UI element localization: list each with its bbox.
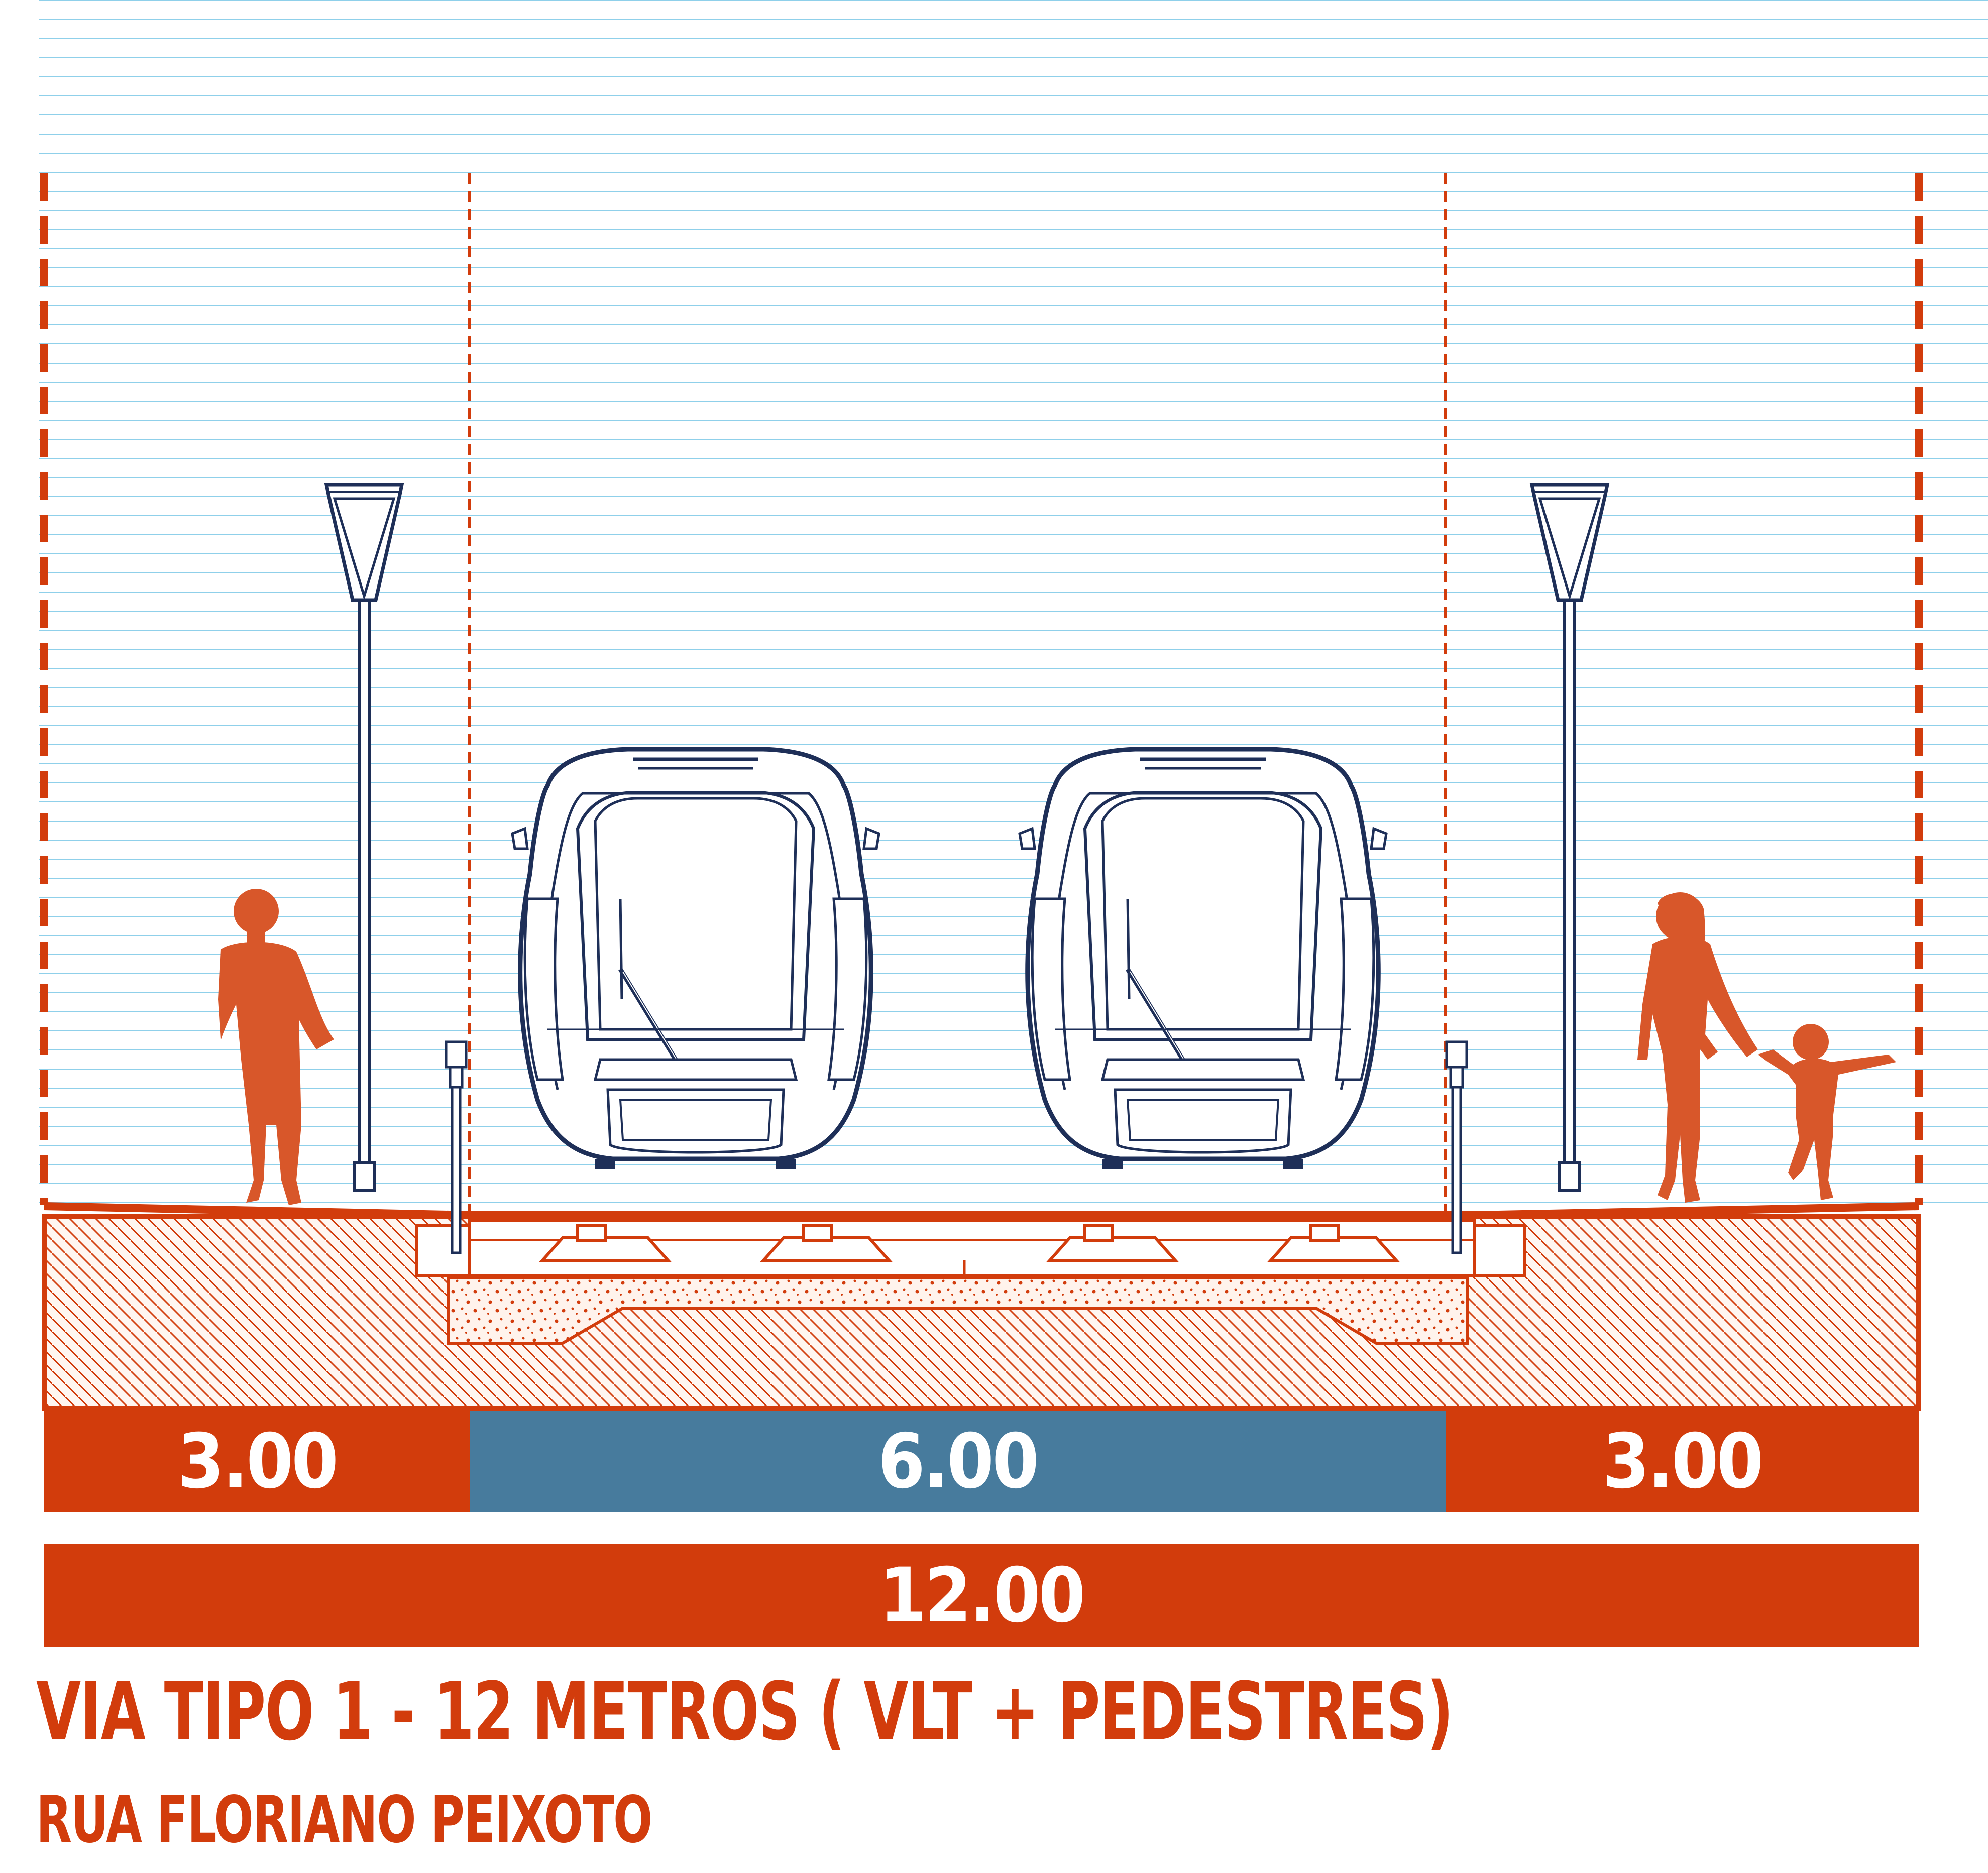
section-title: VIA TIPO 1 - 12 METROS ( VLT + PEDESTRES…: [36, 1665, 1454, 1759]
pedestrian-woman: [1637, 892, 1758, 1203]
rail-fasteners: [539, 1224, 1400, 1262]
division-lines: [40, 173, 1923, 1215]
soil-right: [1467, 1216, 1919, 1408]
vlt-tram-right: [1020, 749, 1386, 1169]
dimension-total-width: 12.00: [44, 1544, 1919, 1647]
dimension-right-sidewalk-label: 3.00: [1602, 1418, 1764, 1505]
dimension-vlt-track: 6.00: [470, 1411, 1446, 1512]
curb-left: [415, 1224, 474, 1277]
soil-left: [44, 1216, 476, 1408]
dimension-right-sidewalk: 3.00: [1446, 1411, 1919, 1512]
vlt-tram-left: [512, 749, 879, 1169]
dimension-left-sidewalk: 3.00: [44, 1411, 470, 1512]
dimension-vlt-track-label: 6.00: [878, 1418, 1039, 1505]
street-name: RUA FLORIANO PEIXOTO: [36, 1783, 652, 1857]
dimension-total-width-label: 12.00: [879, 1552, 1086, 1640]
curb-right: [1468, 1224, 1526, 1277]
ballast-base: [447, 1276, 1469, 1345]
pedestrian-left: [218, 889, 334, 1205]
pedestrian-child: [1758, 1024, 1896, 1200]
ground-section: [42, 1214, 1921, 1411]
street-surface-line: [44, 1202, 1919, 1219]
dimension-left-sidewalk-label: 3.00: [177, 1418, 339, 1505]
